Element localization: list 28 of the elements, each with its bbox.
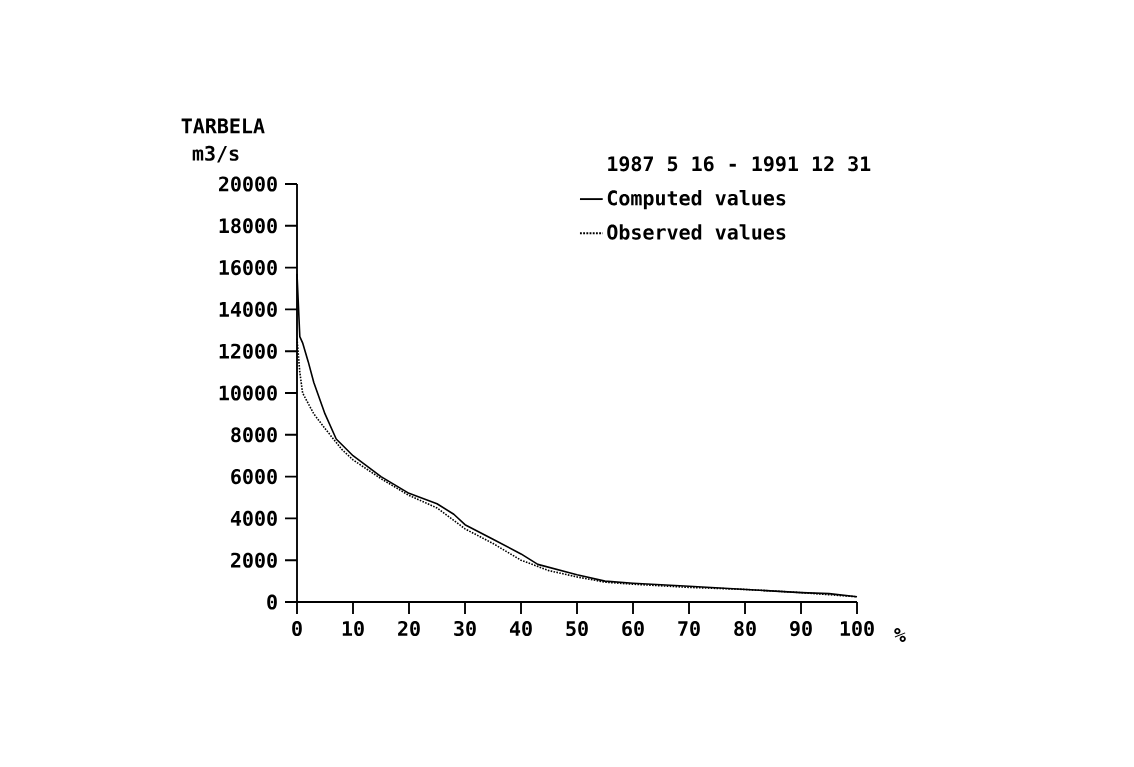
legend-label: Computed values [607, 190, 786, 210]
y-tick-label: 6000 [231, 469, 277, 485]
x-tick-label: 100 [840, 620, 874, 637]
x-tick-label: 60 [622, 620, 644, 637]
y-tick-label: 20000 [218, 176, 277, 192]
legend-title: 1987 5 16 - 1991 12 31 [608, 156, 871, 172]
y-tick-label: 10000 [219, 385, 277, 401]
y-tick-label: 0 [267, 594, 277, 610]
x-tick-label: 50 [566, 620, 588, 637]
x-tick-label: 40 [509, 620, 532, 637]
y-tick-label: 2000 [231, 552, 277, 568]
x-tick-label: 70 [678, 620, 700, 637]
x-axis-title: % [894, 628, 906, 642]
y-tick-label: 4000 [230, 510, 277, 526]
y-tick-label: 16000 [219, 260, 277, 276]
x-tick-label: 10 [342, 620, 364, 637]
y-tick-label: 18000 [219, 218, 277, 234]
chart-title: TARBELA [181, 118, 265, 134]
y-axis-title: m3/s [192, 145, 239, 163]
legend-label: Observed values [607, 224, 786, 240]
x-tick-label: 20 [398, 620, 420, 637]
x-tick-label: 30 [454, 620, 476, 637]
x-tick-label: 0 [292, 620, 302, 637]
x-tick-label: 80 [734, 620, 756, 637]
y-tick-label: 12000 [219, 343, 277, 359]
y-tick-label: 8000 [231, 427, 277, 443]
x-tick-label: 90 [790, 620, 812, 637]
y-tick-label: 14000 [219, 301, 277, 317]
